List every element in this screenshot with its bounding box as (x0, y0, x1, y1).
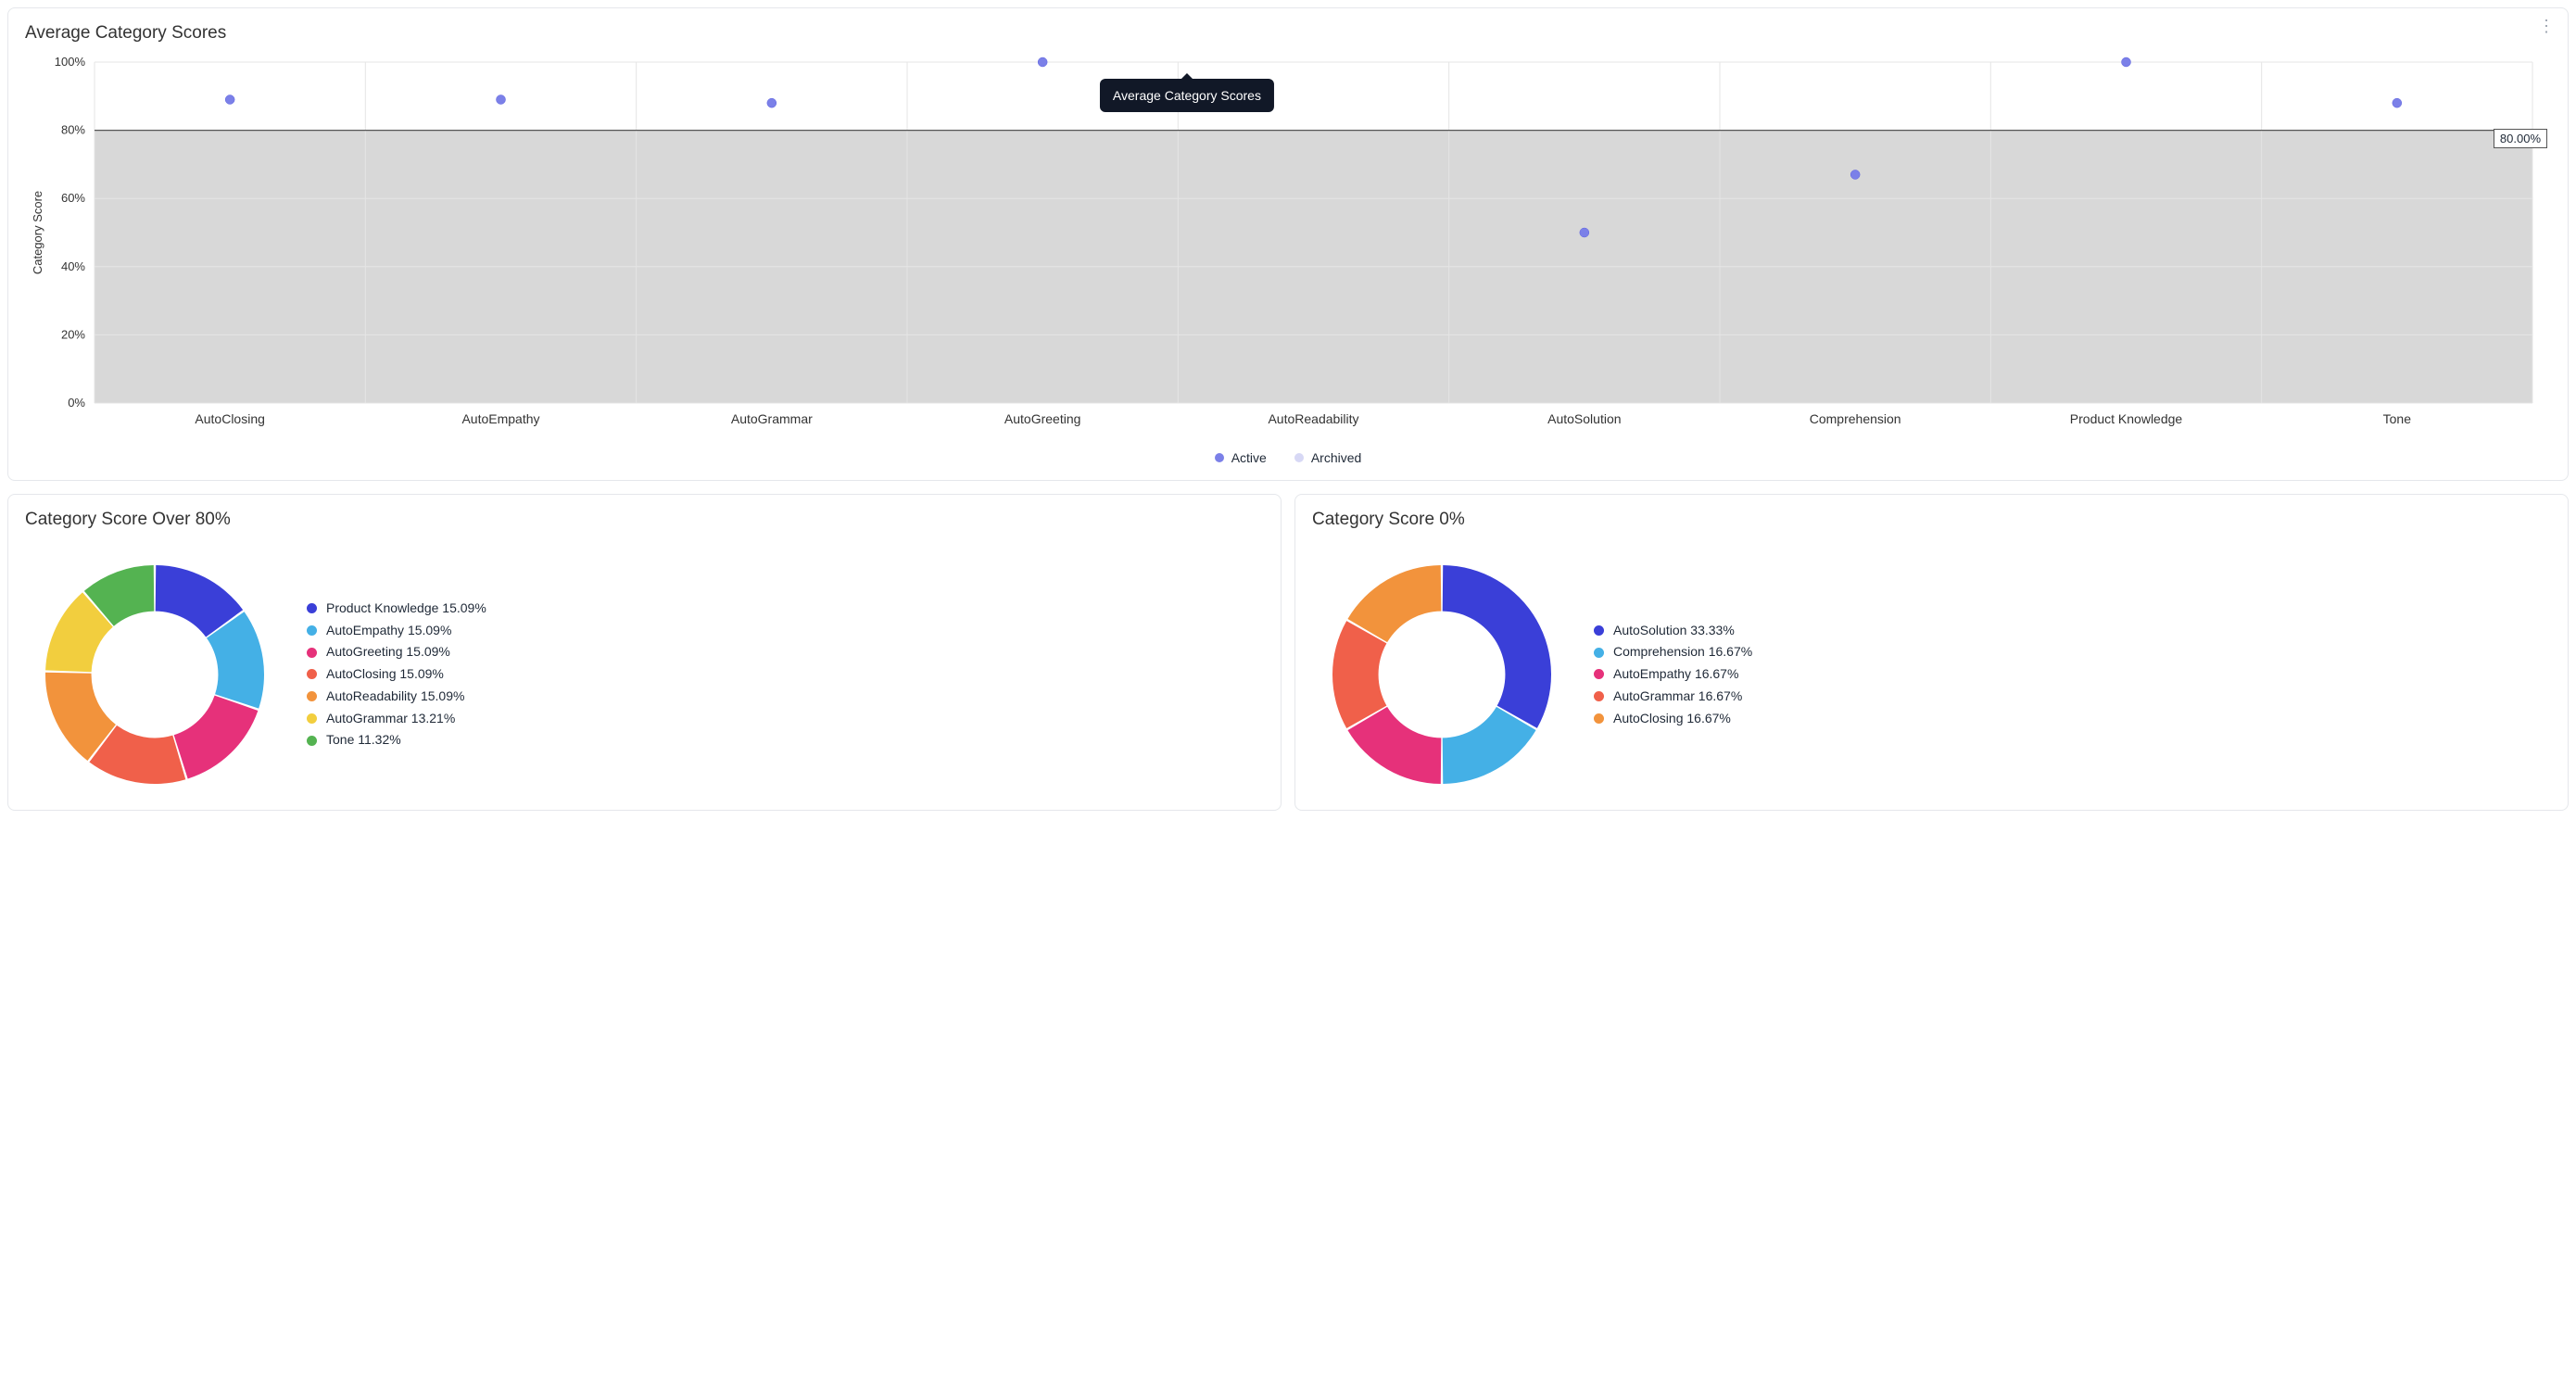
scatter-svg: 0% 20% 40% 60% 80% 100% Category Score AutoClos… (25, 51, 2551, 440)
scatter-chart: Average Category Scores 0% 20% 40% 60% 80% 10… (25, 51, 2551, 445)
legend-label: Product Knowledge 15.09% (326, 598, 486, 620)
legend-dot-icon (1594, 625, 1604, 636)
donut-chart-over-80 (25, 554, 284, 795)
scatter-legend: Active Archived (25, 450, 2551, 465)
donut-legend-item[interactable]: Product Knowledge 15.09% (307, 598, 486, 620)
legend-dot-icon (307, 625, 317, 636)
donut-over-80-card: Category Score Over 80% Product Knowledg… (7, 494, 1282, 811)
donut-chart-0pct (1312, 554, 1572, 795)
donut-legend-item[interactable]: AutoGrammar 13.21% (307, 708, 486, 730)
legend-item[interactable]: Active (1215, 450, 1267, 465)
svg-text:80%: 80% (61, 123, 85, 137)
donut-legend-item[interactable]: AutoReadability 15.09% (307, 686, 486, 708)
legend-label: Active (1231, 450, 1267, 465)
legend-dot-icon (307, 603, 317, 613)
legend-dot-icon (307, 713, 317, 724)
svg-text:AutoReadability: AutoReadability (1268, 411, 1358, 426)
card-title: Average Category Scores (25, 23, 2551, 44)
donut-legend-item[interactable]: AutoClosing 16.67% (1594, 708, 1752, 730)
average-category-scores-card: Average Category Scores ⋮ Average Catego… (7, 7, 2569, 481)
legend-label: Archived (1311, 450, 1361, 465)
svg-text:AutoGreeting: AutoGreeting (1004, 411, 1081, 426)
legend-item[interactable]: Archived (1294, 450, 1361, 465)
svg-text:Product Knowledge: Product Knowledge (2070, 411, 2183, 426)
legend-dot-icon (1594, 691, 1604, 701)
svg-text:AutoEmpathy: AutoEmpathy (461, 411, 539, 426)
svg-text:AutoClosing: AutoClosing (195, 411, 265, 426)
legend-dot-icon (307, 669, 317, 679)
legend-label: Comprehension 16.67% (1613, 641, 1752, 663)
card-title: Category Score Over 80% (25, 510, 1264, 530)
svg-text:40%: 40% (61, 259, 85, 273)
svg-text:AutoSolution: AutoSolution (1547, 411, 1621, 426)
svg-text:Tone: Tone (2383, 411, 2412, 426)
legend-label: AutoClosing 15.09% (326, 663, 444, 686)
legend-label: AutoEmpathy 15.09% (326, 620, 451, 642)
svg-text:AutoGrammar: AutoGrammar (731, 411, 813, 426)
legend-dot-icon (1594, 713, 1604, 724)
svg-text:Category Score: Category Score (31, 191, 44, 274)
legend-dot-icon (307, 736, 317, 746)
donut-legend-item[interactable]: AutoSolution 33.33% (1594, 620, 1752, 642)
legend-label: AutoReadability 15.09% (326, 686, 464, 708)
legend-dot-icon (1594, 648, 1604, 658)
donut-legend-item[interactable]: Tone 11.32% (307, 729, 486, 751)
svg-text:0%: 0% (68, 396, 85, 410)
donut-legend-item[interactable]: AutoEmpathy 15.09% (307, 620, 486, 642)
legend-label: AutoGrammar 13.21% (326, 708, 455, 730)
donut-legend-0pct: AutoSolution 33.33%Comprehension 16.67%A… (1594, 620, 1752, 730)
legend-dot-icon (1594, 669, 1604, 679)
donut-legend-item[interactable]: AutoGrammar 16.67% (1594, 686, 1752, 708)
donut-0pct-card: Category Score 0% AutoSolution 33.33%Com… (1294, 494, 2569, 811)
legend-dot-icon (307, 691, 317, 701)
donut-legend-item[interactable]: AutoGreeting 15.09% (307, 641, 486, 663)
legend-label: AutoEmpathy 16.67% (1613, 663, 1738, 686)
legend-label: Tone 11.32% (326, 729, 401, 751)
threshold-label: 80.00% (2494, 129, 2547, 148)
card-title: Category Score 0% (1312, 510, 2551, 530)
legend-label: AutoGrammar 16.67% (1613, 686, 1742, 708)
svg-text:Comprehension: Comprehension (1810, 411, 1901, 426)
legend-dot-icon (1294, 453, 1304, 462)
donut-legend-item[interactable]: AutoClosing 15.09% (307, 663, 486, 686)
legend-label: AutoClosing 16.67% (1613, 708, 1731, 730)
svg-text:20%: 20% (61, 327, 85, 341)
donut-legend-item[interactable]: AutoEmpathy 16.67% (1594, 663, 1752, 686)
donut-legend-item[interactable]: Comprehension 16.67% (1594, 641, 1752, 663)
card-menu-icon[interactable]: ⋮ (2538, 18, 2555, 34)
legend-label: AutoSolution 33.33% (1613, 620, 1735, 642)
chart-tooltip: Average Category Scores (1100, 79, 1274, 112)
legend-dot-icon (1215, 453, 1224, 462)
svg-text:100%: 100% (55, 55, 86, 69)
svg-text:60%: 60% (61, 191, 85, 205)
legend-label: AutoGreeting 15.09% (326, 641, 450, 663)
legend-dot-icon (307, 648, 317, 658)
donut-legend-over-80: Product Knowledge 15.09%AutoEmpathy 15.0… (307, 598, 486, 752)
